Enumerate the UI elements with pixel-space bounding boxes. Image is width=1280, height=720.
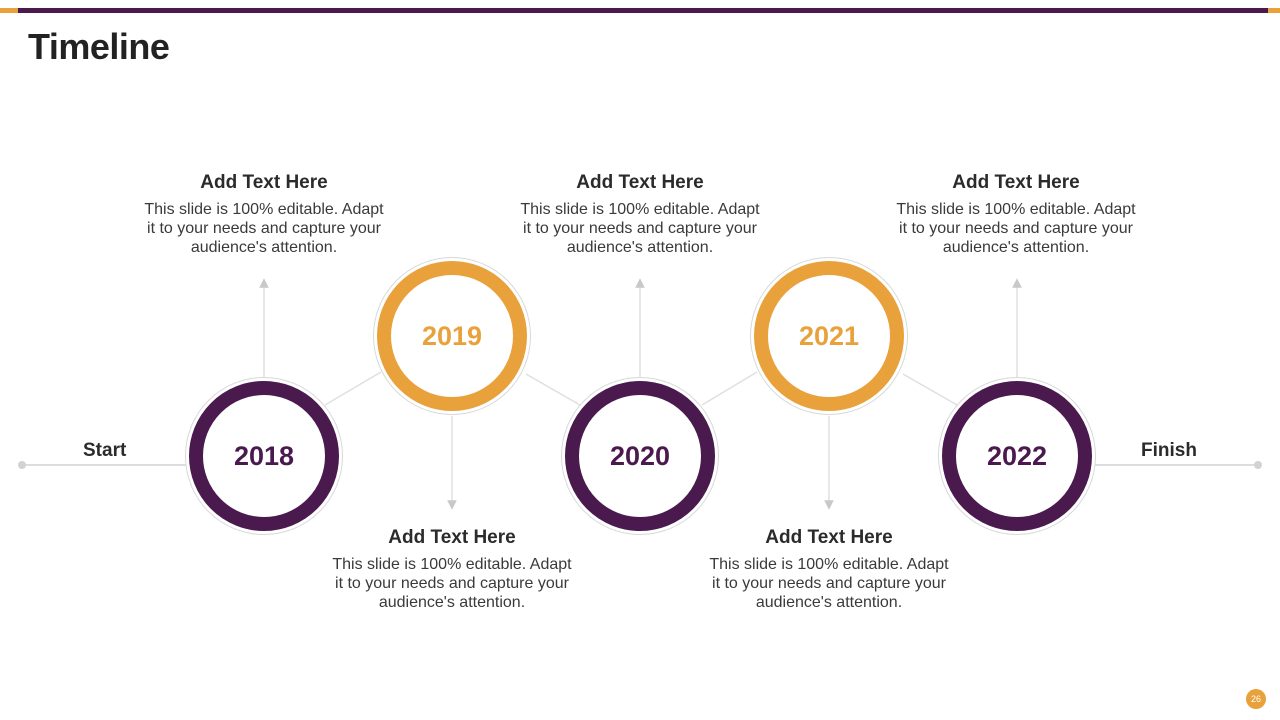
milestone-card-2021: Add Text Here This slide is 100% editabl… [704,527,954,612]
card-heading: Add Text Here [576,172,704,193]
milestone-circle-2018: 2018 [189,381,339,531]
card-body: This slide is 100% editable. Adapt it to… [520,201,760,256]
card-heading: Add Text Here [952,172,1080,193]
milestone-card-2020: Add Text Here This slide is 100% editabl… [515,172,765,257]
milestone-circle-2020: 2020 [565,381,715,531]
start-dot [18,461,26,469]
top-bar [18,8,1268,13]
milestone-circle-2022: 2022 [942,381,1092,531]
connector-2021-2022 [902,373,958,406]
top-accent-right [1268,8,1280,13]
milestone-card-2018: Add Text Here This slide is 100% editabl… [139,172,389,257]
card-heading: Add Text Here [765,527,893,548]
page-title: Timeline [28,26,170,67]
milestone-year: 2019 [421,320,483,351]
milestone-card-2019: Add Text Here This slide is 100% editabl… [327,527,577,612]
milestone-circle-2019: 2019 [377,261,527,411]
card-body: This slide is 100% editable. Adapt it to… [144,201,384,256]
card-body: This slide is 100% editable. Adapt it to… [332,556,572,611]
milestone-year: 2022 [986,440,1048,471]
start-label: Start [83,440,127,461]
card-heading: Add Text Here [388,527,516,548]
card-heading: Add Text Here [200,172,328,193]
top-accent-left [0,8,18,13]
connector-2018-2019 [324,371,382,406]
milestone-card-2022: Add Text Here This slide is 100% editabl… [891,172,1141,257]
finish-dot [1254,461,1262,469]
milestone-year: 2018 [233,440,295,471]
finish-label: Finish [1141,440,1197,461]
milestone-year: 2021 [798,320,860,351]
connector-2019-2020 [525,373,581,406]
milestone-year: 2020 [609,440,671,471]
card-body: This slide is 100% editable. Adapt it to… [709,556,949,611]
card-body: This slide is 100% editable. Adapt it to… [896,201,1136,256]
connector-2020-2021 [701,371,758,406]
page-number-badge: 26 [1246,689,1266,709]
milestone-circle-2021: 2021 [754,261,904,411]
